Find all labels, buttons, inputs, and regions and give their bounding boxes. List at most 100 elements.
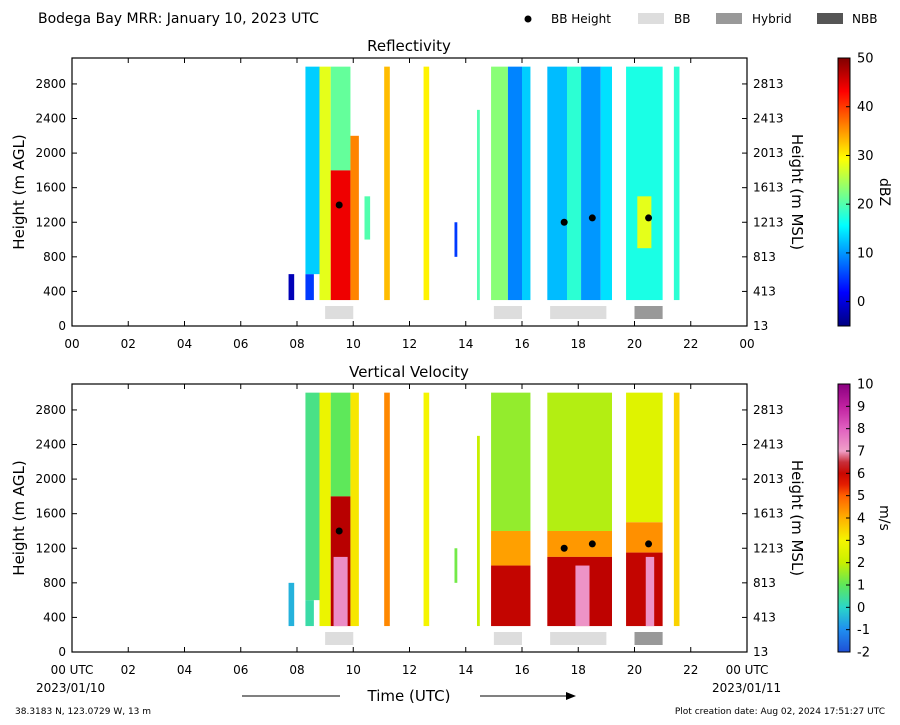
y-tick-label-right: 1613 [753,507,784,521]
velocity-ylabel: Height (m AGL) [10,460,28,575]
y-tick-label: 400 [43,610,66,624]
colorbar-tick-label: 40 [857,100,874,115]
x-tick-label: 10 [346,337,361,351]
plot-creation-date: Plot creation date: Aug 02, 2024 17:51:2… [675,707,885,717]
reflectivity-ylabel-right: Height (m MSL) [788,134,806,250]
y-tick-label-right: 2813 [753,77,784,91]
x-tick-label: 00 UTC [51,663,94,677]
colorbar-tick-label: 8 [857,422,865,437]
y-tick-label-right: 1613 [753,181,784,195]
date-end-label: 2023/01/11 [712,681,781,695]
y-tick-label: 2000 [35,146,66,160]
reflectivity-colorbar [837,57,851,327]
y-tick-label-right: 1213 [753,541,784,555]
y-tick-label: 0 [58,645,66,659]
colorbar-tick-label: 10 [857,246,874,261]
y-tick-label-right: 1213 [753,215,784,229]
y-tick-label: 400 [43,284,66,298]
x-tick-label: 18 [571,337,586,351]
x-tick-label: 06 [233,337,248,351]
bb-period-bar [634,306,663,319]
echo-column [305,392,320,601]
echo-column [288,274,295,301]
colorbar-tick-label: 5 [857,489,865,504]
bb-period-bar [550,632,607,645]
x-tick-label: 08 [289,663,304,677]
y-tick-label-right: 813 [753,576,776,590]
y-tick-label-right: 2413 [753,112,784,126]
echo-column [491,565,531,627]
bb-height-point [645,540,653,548]
x-tick-label: 16 [514,663,529,677]
colorbar-tick-label: 30 [857,149,874,164]
echo-column [626,552,663,627]
echo-column [330,170,351,301]
y-tick-label: 1200 [35,215,66,229]
echo-column [454,222,458,257]
echo-column [547,530,612,557]
velocity-colorbar-ticks: -2 -1 0 1 2 3 4 5 6 7 8 9 10 [846,378,874,661]
x-tick-label: 20 [627,337,642,351]
echo-column [491,392,531,531]
echo-column [637,196,652,249]
echo-column [567,66,582,301]
colorbar-tick-label: 4 [857,512,865,527]
echo-column [626,66,663,301]
colorbar-tick-label: 2 [857,556,865,571]
velocity-axes: 00 UTC 02 04 06 08 10 12 14 16 18 20 22 00 UTC 0 13 400… [35,384,784,677]
x-tick-label: 02 [121,337,136,351]
colorbar-tick-label: 6 [857,467,865,482]
y-tick-label: 2000 [35,472,66,486]
echo-column [288,582,295,627]
x-tick-label: 02 [121,663,136,677]
reflectivity-colorbar-ticks: 0 10 20 30 40 50 [846,52,874,310]
velocity-plot-frame [71,383,748,653]
colorbar-tick-label: 9 [857,400,865,415]
colorbar-tick-label: -2 [857,646,870,661]
velocity-ylabel-right: Height (m MSL) [788,460,806,576]
colorbar-tick-label: -1 [857,623,870,638]
echo-column [333,556,348,627]
x-tick-label: 00 [64,337,79,351]
echo-column [305,600,314,627]
bb-period-bar [550,306,607,319]
echo-column [547,392,612,531]
echo-column [673,66,680,301]
y-tick-label: 800 [43,576,66,590]
bb-period-bar [325,632,354,645]
echo-column [305,274,314,301]
colorbar-tick-label: 20 [857,198,874,213]
echo-column [423,66,430,301]
x-tick-label: 18 [571,663,586,677]
echo-column [645,556,655,627]
date-start-label: 2023/01/10 [36,681,105,695]
y-tick-label-right: 13 [753,319,768,333]
velocity-colorbar-label: m/s [876,505,892,531]
echo-column [507,66,522,301]
echo-column [477,435,480,627]
x-tick-label: 14 [458,663,473,677]
y-tick-label-right: 2013 [753,146,784,160]
station-location: 38.3183 N, 123.0729 W, 13 m [15,707,151,717]
echo-column [491,66,508,301]
bb-height-point [588,214,596,222]
bb-height-point [335,527,343,535]
echo-column [330,392,351,497]
echo-column [581,66,601,301]
legend-bb-swatch [638,13,664,24]
velocity-data-layer [288,392,680,645]
y-tick-label-right: 813 [753,250,776,264]
echo-column [491,530,531,566]
x-tick-label: 12 [402,337,417,351]
colorbar-tick-label: 10 [857,378,874,393]
velocity-title: Vertical Velocity [349,363,469,381]
colorbar-tick-label: 0 [857,295,865,310]
echo-column [305,66,320,275]
y-tick-label: 0 [58,319,66,333]
echo-column [384,66,390,301]
echo-column [477,109,480,301]
echo-column [350,392,359,627]
reflectivity-panel: Reflectivity 00 02 04 06 08 10 12 14 16 18 20 22 000… [10,37,892,351]
echo-column [673,392,680,627]
bb-height-point [560,544,568,552]
